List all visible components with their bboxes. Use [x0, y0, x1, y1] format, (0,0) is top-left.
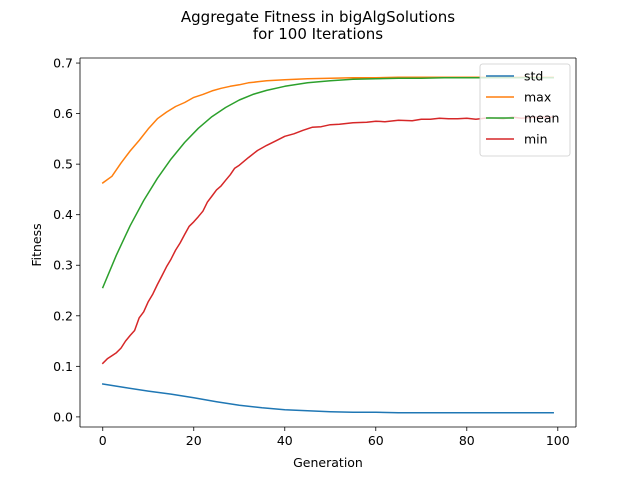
- legend-label-mean: mean: [524, 111, 559, 126]
- series-line-mean: [101, 76, 554, 289]
- y-tick-label: 0.3: [53, 258, 73, 273]
- chart-title-line-1: Aggregate Fitness in bigAlgSolutions: [181, 8, 455, 26]
- axes: [79, 57, 577, 428]
- legend-label-min: min: [524, 132, 548, 147]
- series-lines: [101, 76, 554, 414]
- y-tick-label: 0.7: [53, 56, 73, 71]
- x-tick-label: 20: [186, 433, 202, 448]
- y-axis-label: Fitness: [29, 223, 44, 266]
- x-tick-label: 40: [277, 433, 293, 448]
- x-tick-label: 100: [546, 433, 570, 448]
- y-tick-label: 0.0: [53, 409, 73, 424]
- legend-box: [479, 63, 571, 157]
- series-line-min: [101, 116, 554, 365]
- axis-ticks: 0 20 40 60 80 100 0.0 0.1 0.2 0.3 0.4 0.5 0.6 0.7: [53, 56, 570, 448]
- legend-label-max: max: [524, 90, 551, 105]
- x-axis-label: Generation: [293, 455, 363, 470]
- x-tick-label: 60: [368, 433, 384, 448]
- chart-title: Aggregate Fitness in bigAlgSolutions for…: [181, 8, 455, 43]
- y-tick-label: 0.5: [53, 157, 73, 172]
- x-tick-label: 80: [459, 433, 475, 448]
- y-tick-label: 0.4: [53, 207, 73, 222]
- x-tick-label: 0: [99, 433, 107, 448]
- y-tick-label: 0.1: [53, 359, 73, 374]
- legend: std max mean min: [479, 63, 571, 157]
- chart-title-line-2: for 100 Iterations: [253, 25, 383, 43]
- series-line-std: [101, 383, 554, 414]
- y-tick-label: 0.2: [53, 308, 73, 323]
- legend-label-std: std: [524, 69, 543, 84]
- y-tick-label: 0.6: [53, 106, 73, 121]
